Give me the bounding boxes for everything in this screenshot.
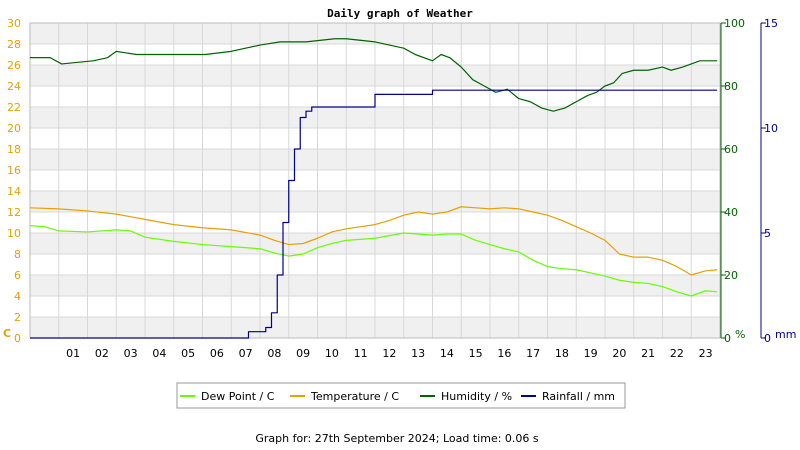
left-axis-tick-label: 12 <box>7 206 21 219</box>
left-axis-tick-label: 8 <box>14 248 21 261</box>
left-axis-tick-label: 0 <box>14 332 21 345</box>
left-axis-tick-label: 28 <box>7 38 21 51</box>
x-tick-label: 06 <box>210 347 224 360</box>
legend-label: Temperature / C <box>310 390 399 403</box>
left-axis-unit: C <box>3 327 11 340</box>
x-tick-label: 09 <box>296 347 310 360</box>
plot-frame <box>29 22 721 339</box>
x-tick-label: 04 <box>152 347 166 360</box>
legend-label: Humidity / % <box>441 390 512 403</box>
left-axis-tick-label: 10 <box>7 227 21 240</box>
humidity-axis-tick-label: 80 <box>724 80 738 93</box>
humidity-axis-unit: % <box>735 328 745 341</box>
series-lines <box>29 38 718 339</box>
rainfall-axis-tick-label: 15 <box>764 17 778 30</box>
humidity-axis-tick-label: 20 <box>724 269 738 282</box>
x-tick-label: 12 <box>382 347 396 360</box>
x-tick-label: 13 <box>411 347 425 360</box>
series-line-1 <box>29 206 718 276</box>
x-tick-label: 03 <box>124 347 138 360</box>
humidity-axis-tick-label: 40 <box>724 206 738 219</box>
left-axis-tick-label: 14 <box>7 185 21 198</box>
axes: 01 02 03 04 05 06 07 08 09 10 11 12 13 14 15 16 17 18 19 20… <box>3 17 796 360</box>
rainfall-axis-tick-label: 0 <box>764 332 771 345</box>
left-axis-tick-label: 4 <box>14 290 21 303</box>
footer-text: Graph for: 27th September 2024; Load tim… <box>255 432 539 445</box>
rainfall-axis-unit: mm <box>775 328 796 341</box>
rainfall-axis-tick-label: 10 <box>764 122 778 135</box>
x-tick-label: 01 <box>66 347 80 360</box>
rainfall-axis-tick-label: 5 <box>764 227 771 240</box>
x-tick-label: 17 <box>526 347 540 360</box>
legend-label: Rainfall / mm <box>542 390 615 403</box>
humidity-axis-tick-label: 60 <box>724 143 738 156</box>
left-axis-tick-label: 26 <box>7 59 21 72</box>
left-axis-tick-label: 16 <box>7 164 21 177</box>
legend-label: Dew Point / C <box>201 390 275 403</box>
left-axis-tick-label: 2 <box>14 311 21 324</box>
left-axis-tick-label: 24 <box>7 80 21 93</box>
legend-box <box>176 382 626 409</box>
x-tick-label: 14 <box>440 347 454 360</box>
x-tick-label: 23 <box>699 347 713 360</box>
left-axis-tick-label: 6 <box>14 269 21 282</box>
x-tick-label: 19 <box>584 347 598 360</box>
x-tick-label: 11 <box>354 347 368 360</box>
x-tick-label: 21 <box>641 347 655 360</box>
x-tick-label: 07 <box>239 347 253 360</box>
chart-title: Daily graph of Weather <box>327 7 473 20</box>
x-tick-label: 20 <box>612 347 626 360</box>
left-axis-tick-label: 20 <box>7 122 21 135</box>
x-tick-label: 10 <box>325 347 339 360</box>
series-line-2 <box>30 38 718 112</box>
series-line-3 <box>30 89 718 339</box>
x-tick-label: 22 <box>670 347 684 360</box>
x-tick-label: 16 <box>497 347 511 360</box>
left-axis-tick-label: 22 <box>7 101 21 114</box>
x-tick-label: 05 <box>181 347 195 360</box>
humidity-axis-tick-label: 100 <box>724 17 745 30</box>
left-axis-tick-label: 30 <box>7 17 21 30</box>
left-axis-tick-label: 18 <box>7 143 21 156</box>
legend: Dew Point / C Temperature / C Humidity / %… <box>176 382 626 409</box>
humidity-axis-tick-label: 0 <box>724 332 731 345</box>
x-tick-label: 18 <box>555 347 569 360</box>
series-line-0 <box>29 225 718 297</box>
x-tick-label: 15 <box>469 347 483 360</box>
x-tick-label: 02 <box>95 347 109 360</box>
x-tick-label: 08 <box>267 347 281 360</box>
